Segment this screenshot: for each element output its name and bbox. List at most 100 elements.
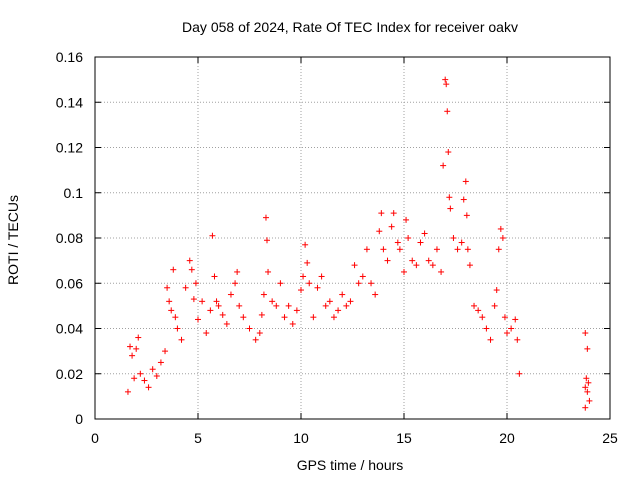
data-point-plus [182,284,189,291]
data-point-plus [343,302,350,309]
chart-title: Day 058 of 2024, Rate Of TEC Index for r… [182,19,518,35]
data-point-plus [339,291,346,298]
x-tick-label: 20 [499,430,515,446]
x-tick-label: 15 [396,430,412,446]
data-point-plus [170,266,177,273]
x-tick-label: 5 [194,430,202,446]
data-point-plus [359,273,366,280]
data-point-plus [195,316,201,323]
data-point-plus [192,280,199,287]
data-point-plus [582,384,589,391]
data-point-plus [306,280,313,287]
data-point-plus [471,302,478,309]
data-point-plus [145,384,152,391]
data-point-plus [236,302,243,309]
data-point-plus [394,239,401,246]
data-point-plus [433,246,440,253]
data-point-plus [232,280,239,287]
data-point-plus [273,302,280,309]
data-point-plus [460,196,467,203]
y-tick-label: 0.1 [64,185,84,201]
data-point-plus [252,336,259,343]
y-axis-ticks: 0 0.02 0.04 0.06 0.08 0.1 0.12 0.14 0.16 [56,49,610,427]
data-point-plus [466,262,473,269]
data-point-plus [258,311,265,318]
data-point-plus [380,246,387,253]
data-point-plus [322,302,329,309]
data-point-plus [213,298,220,305]
x-tick-label: 0 [91,430,99,446]
data-point-plus [186,257,193,264]
data-point-plus [162,348,169,355]
y-axis-label: ROTI / TECUs [5,195,21,285]
data-point-plus [487,336,494,343]
data-point-plus [188,266,195,273]
data-point-plus [178,336,185,343]
data-point-plus [351,262,358,269]
data-point-plus [131,375,138,382]
data-point-plus [442,76,449,83]
data-point-plus [164,284,171,291]
data-point-plus [265,268,272,275]
y-tick-label: 0.12 [56,140,83,156]
data-point-plus [300,273,307,280]
data-point-plus [514,336,521,343]
data-point-plus [429,262,436,269]
data-point-plus [314,284,321,291]
data-point-plus [388,223,395,230]
data-point-plus [302,241,309,248]
data-point-plus [199,298,206,305]
data-point-plus [207,307,214,314]
x-axis-label: GPS time / hours [297,457,404,473]
data-point-plus [219,311,226,318]
data-point-plus [135,334,142,341]
y-tick-label: 0.06 [56,275,83,291]
data-point-plus [293,307,300,314]
data-point-plus [464,246,471,253]
data-point-plus [260,291,267,298]
y-tick-label: 0.16 [56,49,83,65]
data-point-plus [310,314,317,321]
data-point-plus [368,280,375,287]
data-point-plus [444,108,451,115]
data-point-plus [584,388,591,395]
data-point-plus [450,235,457,241]
data-point-plus [463,212,470,219]
data-point-plus [240,314,247,321]
data-point-plus [508,325,515,332]
data-point-plus [405,235,412,241]
data-point-plus [215,302,222,309]
data-point-plus [421,230,428,237]
data-point-plus [409,257,416,264]
data-point-plus [396,246,403,253]
data-point-plus [153,373,160,380]
data-point-plus [583,375,590,382]
data-point-plus [458,239,465,246]
data-point-plus [447,205,454,212]
grid-lines [95,57,610,419]
data-point-plus [384,257,391,264]
data-point-plus [326,298,333,305]
data-point-plus [137,370,144,377]
data-point-plus [363,246,370,253]
data-point-plus [281,314,288,321]
data-point-plus [475,307,482,314]
data-point-plus [269,298,276,305]
data-point-plus [318,273,325,280]
data-point-plus [403,216,410,223]
data-point-plus [227,291,234,298]
data-point-plus [234,268,241,275]
data-point-plus [372,291,379,298]
data-point-plus [495,246,502,253]
data-point-plus [462,178,469,185]
data-point-plus [512,316,519,323]
data-point-plus [256,330,263,337]
data-point-plus [157,359,164,366]
data-point-plus [209,232,216,239]
data-point-plus [582,330,589,337]
y-tick-label: 0.08 [56,230,83,246]
data-point-plus [246,325,253,332]
data-point-plus [501,314,508,321]
